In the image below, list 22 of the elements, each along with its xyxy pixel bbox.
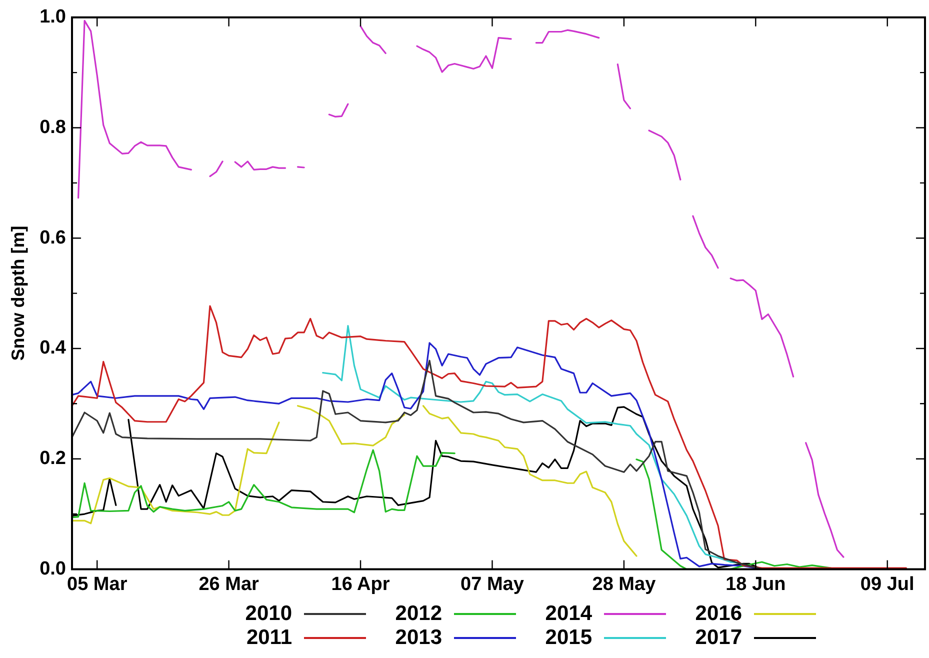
y-tick-label: 0.0 xyxy=(40,558,66,580)
x-tick-label: 18 Jun xyxy=(726,574,786,595)
legend-label: 2014 xyxy=(545,602,592,626)
x-tick-label: 16 Apr xyxy=(331,574,390,595)
x-tick-label: 28 May xyxy=(592,574,656,595)
x-tick-label: 09 Jul xyxy=(860,574,914,595)
y-tick-label: 1.0 xyxy=(40,6,66,28)
legend-label: 2012 xyxy=(395,602,442,626)
y-axis-title: Snow depth [m] xyxy=(8,226,28,361)
legend-label: 2013 xyxy=(395,626,442,650)
y-tick-label: 0.2 xyxy=(40,448,66,470)
legend-label: 2010 xyxy=(245,602,292,626)
legend-label: 2011 xyxy=(246,626,292,650)
y-tick-label: 0.6 xyxy=(40,227,66,248)
x-tick-label: 26 Mar xyxy=(198,574,260,595)
legend-label: 2017 xyxy=(695,626,742,650)
legend-label: 2015 xyxy=(545,626,592,650)
legend-label: 2016 xyxy=(695,602,742,626)
x-tick-label: 05 Mar xyxy=(67,574,128,595)
y-tick-label: 0.8 xyxy=(40,116,66,138)
y-tick-label: 0.4 xyxy=(40,338,66,359)
x-tick-label: 07 May xyxy=(460,574,524,595)
